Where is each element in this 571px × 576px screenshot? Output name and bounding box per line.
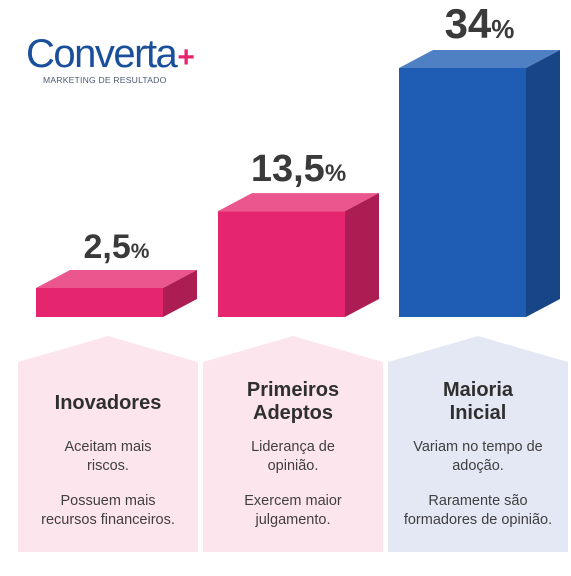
- bar-top-face: [218, 193, 379, 212]
- card-text-line: adoção.: [452, 458, 504, 474]
- card-title-line: Inicial: [449, 402, 507, 424]
- card-background: [203, 336, 383, 552]
- bar-value-unit: %: [325, 160, 346, 187]
- card-primeiros-adeptos: Primeiros Adeptos Liderança de opinião. …: [203, 336, 383, 552]
- card-description-2: Raramente são formadores de opinião.: [388, 492, 568, 530]
- card-description-1: Variam no tempo de adoção.: [388, 438, 568, 476]
- bar-top-face: [399, 50, 560, 68]
- bar-top-face: [36, 270, 197, 288]
- adoption-bar-chart: 2,5% 13,5% 34%: [36, 0, 560, 317]
- card-text-line: Raramente são: [428, 493, 528, 509]
- card-title-line: Primeiros: [246, 379, 340, 401]
- bar-side-face: [526, 50, 560, 317]
- card-text-line: Aceitam mais: [64, 439, 152, 455]
- logo-plus-sign: +: [177, 41, 195, 74]
- bar-value-unit: %: [491, 14, 514, 44]
- card-title: Primeiros Adeptos: [203, 379, 383, 425]
- card-text-line: riscos.: [87, 458, 129, 474]
- card-text-line: recursos financeiros.: [41, 512, 175, 528]
- bar-side-face: [163, 270, 197, 317]
- card-maioria-inicial: Maioria Inicial Variam no tempo de adoçã…: [388, 336, 568, 552]
- logo-name: Converta: [26, 32, 178, 76]
- card-text-line: Liderança de: [251, 439, 335, 455]
- bar: [399, 68, 526, 317]
- card-text-line: Possuem mais: [60, 493, 156, 509]
- bar: [218, 211, 345, 317]
- card-title-line: Inovadores: [54, 392, 162, 414]
- card-text-line: formadores de opinião.: [403, 512, 553, 528]
- card-title: Maioria Inicial: [388, 379, 568, 425]
- logo-wordmark: Converta+: [26, 32, 195, 78]
- card-description-1: Liderança de opinião.: [203, 438, 383, 476]
- card-description-2: Possuem mais recursos financeiros.: [18, 492, 198, 530]
- bar: [36, 288, 163, 317]
- card-inovadores: Inovadores Aceitam mais riscos. Possuem …: [18, 336, 198, 552]
- card-text-line: Variam no tempo de: [413, 439, 543, 455]
- logo-tagline: MARKETING DE RESULTADO: [43, 75, 167, 85]
- card-text-line: Exercem maior: [244, 493, 342, 509]
- bar-value-label: 13,5%: [251, 148, 346, 190]
- card-title-line: Adeptos: [253, 402, 333, 424]
- card-description-2: Exercem maior julgamento.: [203, 492, 383, 530]
- bar-side-face: [345, 193, 379, 317]
- bar-value-unit: %: [131, 240, 150, 263]
- bar-value-label: 2,5%: [84, 228, 150, 266]
- card-title: Inovadores: [18, 392, 198, 415]
- card-background: [18, 336, 198, 552]
- bar-value-label: 34%: [445, 0, 515, 47]
- card-background: [388, 336, 568, 552]
- brand-logo: Converta+ MARKETING DE RESULTADO: [26, 34, 216, 86]
- card-text-line: opinião.: [267, 458, 319, 474]
- card-title-line: Maioria: [442, 379, 514, 401]
- card-description-1: Aceitam mais riscos.: [18, 438, 198, 476]
- card-text-line: julgamento.: [255, 512, 331, 528]
